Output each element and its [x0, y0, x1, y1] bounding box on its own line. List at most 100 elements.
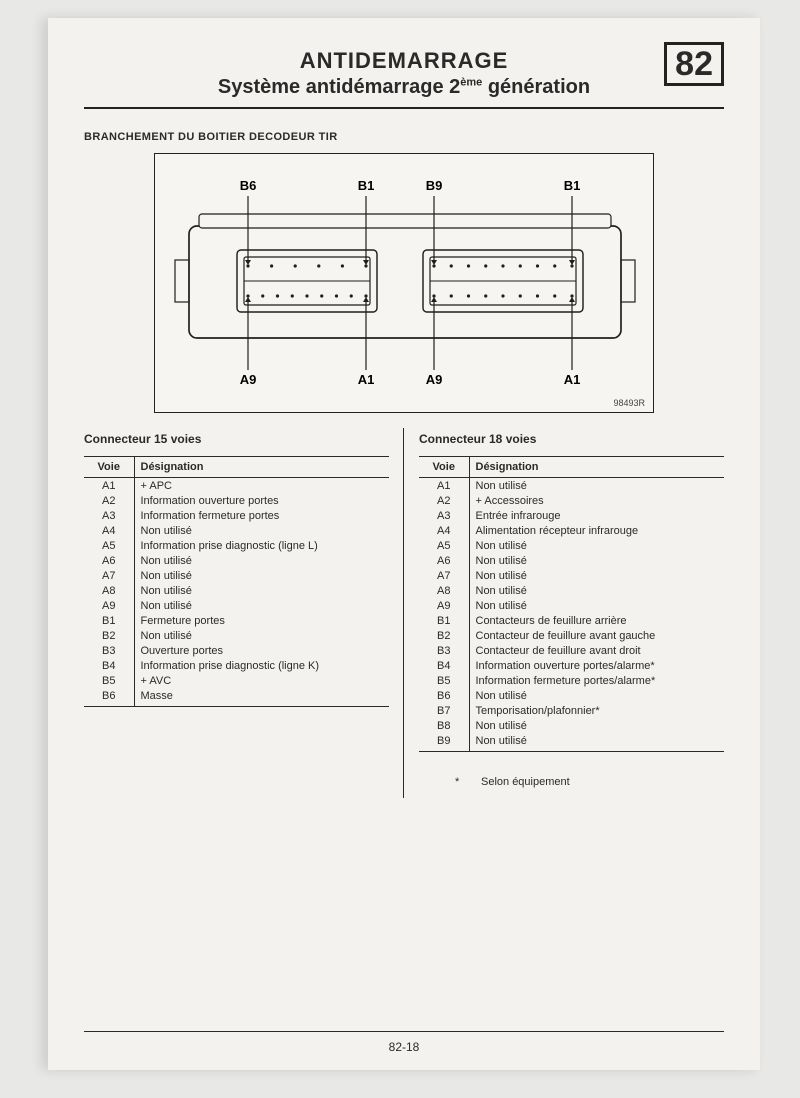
svg-text:A1: A1	[564, 372, 581, 387]
col-designation: Désignation	[134, 457, 389, 478]
cell-voie: B1	[84, 613, 134, 628]
cell-voie: B2	[84, 628, 134, 643]
cell-designation: Non utilisé	[469, 478, 724, 494]
cell-designation: Masse	[134, 688, 389, 706]
cell-designation: Entrée infrarouge	[469, 508, 724, 523]
table-row: B7Temporisation/plafonnier*	[419, 703, 724, 718]
chapter-number: 82	[664, 42, 724, 86]
table-row: A6Non utilisé	[84, 553, 389, 568]
cell-voie: B8	[419, 718, 469, 733]
cell-designation: Non utilisé	[134, 523, 389, 538]
cell-voie: A2	[419, 493, 469, 508]
cell-voie: A1	[419, 478, 469, 494]
footnote-marker: *	[455, 776, 481, 788]
table-row: B8Non utilisé	[419, 718, 724, 733]
table-right-grid: Voie Désignation A1Non utiliséA2+ Access…	[419, 456, 724, 752]
header-line2-prefix: Système antidémarrage 2	[218, 76, 460, 98]
cell-voie: B3	[419, 643, 469, 658]
table-row: Voie Désignation	[419, 457, 724, 478]
cell-designation: Non utilisé	[134, 553, 389, 568]
table-row: B4Information ouverture portes/alarme*	[419, 658, 724, 673]
cell-voie: A4	[84, 523, 134, 538]
cell-voie: A5	[419, 538, 469, 553]
section-title: BRANCHEMENT DU BOITIER DECODEUR TIR	[84, 131, 724, 143]
svg-text:B1: B1	[358, 178, 375, 193]
table-row: B2Contacteur de feuillure avant gauche	[419, 628, 724, 643]
table-left-grid: Voie Désignation A1+ APCA2Information ou…	[84, 456, 389, 707]
cell-designation: Non utilisé	[469, 583, 724, 598]
tables-row: Connecteur 15 voies Voie Désignation A1+…	[84, 431, 724, 788]
cell-voie: A2	[84, 493, 134, 508]
cell-designation: Non utilisé	[469, 568, 724, 583]
table-row: B2Non utilisé	[84, 628, 389, 643]
table-right-title: Connecteur 18 voies	[419, 432, 724, 446]
page: ANTIDEMARRAGE Système antidémarrage 2ème…	[48, 18, 760, 1070]
svg-text:B9: B9	[426, 178, 443, 193]
page-header: ANTIDEMARRAGE Système antidémarrage 2ème…	[84, 48, 724, 109]
cell-voie: A1	[84, 478, 134, 494]
cell-voie: B3	[84, 643, 134, 658]
cell-voie: B7	[419, 703, 469, 718]
cell-voie: A7	[84, 568, 134, 583]
table-row: B6Masse	[84, 688, 389, 706]
cell-voie: B6	[419, 688, 469, 703]
header-line2-suffix: génération	[482, 76, 590, 98]
page-footer: 82-18	[48, 1031, 760, 1054]
table-row: A1+ APC	[84, 478, 389, 494]
cell-voie: B1	[419, 613, 469, 628]
cell-designation: Non utilisé	[469, 538, 724, 553]
cell-voie: B4	[84, 658, 134, 673]
table-row: A9Non utilisé	[419, 598, 724, 613]
svg-text:A1: A1	[358, 372, 375, 387]
table-row: A2+ Accessoires	[419, 493, 724, 508]
cell-designation: Information fermeture portes/alarme*	[469, 673, 724, 688]
table-row: A7Non utilisé	[84, 568, 389, 583]
header-titles: ANTIDEMARRAGE Système antidémarrage 2ème…	[84, 48, 724, 99]
cell-designation: + Accessoires	[469, 493, 724, 508]
col-designation: Désignation	[469, 457, 724, 478]
cell-designation: Non utilisé	[469, 718, 724, 733]
cell-designation: Information ouverture portes/alarme*	[469, 658, 724, 673]
cell-voie: A6	[84, 553, 134, 568]
cell-designation: Non utilisé	[134, 583, 389, 598]
col-voie: Voie	[84, 457, 134, 478]
svg-text:B1: B1	[564, 178, 581, 193]
header-line2-sup: ème	[460, 76, 482, 88]
cell-designation: Information fermeture portes	[134, 508, 389, 523]
cell-voie: A3	[419, 508, 469, 523]
table-left: Connecteur 15 voies Voie Désignation A1+…	[84, 432, 389, 788]
table-row: B1Contacteurs de feuillure arrière	[419, 613, 724, 628]
table-row: B3Ouverture portes	[84, 643, 389, 658]
cell-designation: Contacteur de feuillure avant gauche	[469, 628, 724, 643]
cell-voie: B4	[419, 658, 469, 673]
table-row: A8Non utilisé	[419, 583, 724, 598]
cell-designation: Information prise diagnostic (ligne K)	[134, 658, 389, 673]
cell-voie: A8	[419, 583, 469, 598]
connector-diagram-svg: B6B1A9A1B9B1A9A1	[155, 154, 655, 414]
table-row: A8Non utilisé	[84, 583, 389, 598]
cell-designation: Contacteurs de feuillure arrière	[469, 613, 724, 628]
cell-voie: A6	[419, 553, 469, 568]
table-row: B5Information fermeture portes/alarme*	[419, 673, 724, 688]
cell-designation: Contacteur de feuillure avant droit	[469, 643, 724, 658]
cell-voie: B9	[419, 733, 469, 751]
table-row: Voie Désignation	[84, 457, 389, 478]
table-row: A7Non utilisé	[419, 568, 724, 583]
cell-designation: Non utilisé	[469, 688, 724, 703]
table-row: A3Entrée infrarouge	[419, 508, 724, 523]
cell-designation: Non utilisé	[469, 553, 724, 568]
cell-designation: Temporisation/plafonnier*	[469, 703, 724, 718]
table-left-title: Connecteur 15 voies	[84, 432, 389, 446]
cell-voie: B2	[419, 628, 469, 643]
cell-designation: Alimentation récepteur infrarouge	[469, 523, 724, 538]
svg-text:A9: A9	[240, 372, 257, 387]
connector-diagram: B6B1A9A1B9B1A9A1 98493R	[154, 153, 654, 413]
table-row: A2Information ouverture portes	[84, 493, 389, 508]
table-row: A1Non utilisé	[419, 478, 724, 494]
cell-voie: A3	[84, 508, 134, 523]
table-row: B1Fermeture portes	[84, 613, 389, 628]
cell-designation: + APC	[134, 478, 389, 494]
svg-text:B6: B6	[240, 178, 257, 193]
table-row: B9Non utilisé	[419, 733, 724, 751]
cell-designation: Non utilisé	[469, 733, 724, 751]
